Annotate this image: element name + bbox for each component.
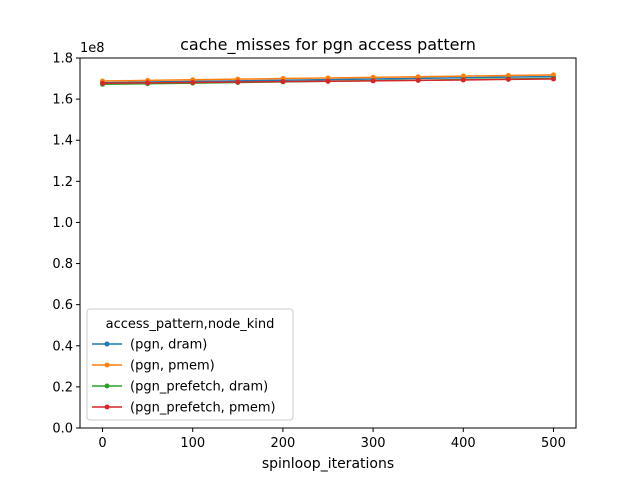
- y-tick-label: 1.6: [52, 93, 73, 108]
- x-tick-label: 200: [270, 436, 295, 451]
- y-tick-label: 1.4: [52, 134, 73, 149]
- y-scale-label: 1e8: [80, 41, 105, 56]
- legend-marker: [104, 341, 110, 347]
- data-point: [415, 77, 421, 83]
- y-tick-label: 1.0: [52, 216, 73, 231]
- legend-label: (pgn_prefetch, dram): [130, 380, 268, 395]
- legend-entry: (pgn_prefetch, pmem): [92, 401, 276, 416]
- chart-title: cache_misses for pgn access pattern: [180, 35, 476, 55]
- legend-marker: [104, 404, 110, 410]
- x-tick-label: 100: [180, 436, 205, 451]
- data-point: [550, 72, 556, 78]
- series-3: [100, 76, 556, 86]
- plot-frame: [79, 57, 577, 429]
- data-point: [100, 80, 106, 86]
- legend: access_pattern,node_kind (pgn, dram) (pgn…: [86, 308, 294, 421]
- legend-marker: [104, 362, 110, 368]
- legend-entry: (pgn, pmem): [92, 359, 215, 374]
- data-point: [460, 73, 466, 79]
- data-point: [145, 80, 151, 86]
- data-point: [505, 76, 511, 82]
- legend-label: (pgn, dram): [130, 338, 207, 353]
- data-point: [325, 78, 331, 84]
- x-tick-label: 400: [451, 436, 476, 451]
- data-point: [370, 78, 376, 84]
- data-point: [505, 72, 511, 78]
- y-tick-label: 0.0: [52, 422, 73, 437]
- data-point: [190, 79, 196, 85]
- legend-label: (pgn, pmem): [130, 359, 215, 374]
- data-point: [460, 77, 466, 83]
- legend-label: (pgn_prefetch, pmem): [130, 401, 276, 416]
- y-tick-label: 0.4: [52, 339, 73, 354]
- y-tick-label: 0.6: [52, 298, 73, 313]
- y-tick-label: 0.8: [52, 257, 73, 272]
- y-tick-label: 1.8: [52, 52, 73, 67]
- data-point: [415, 74, 421, 80]
- legend-title: access_pattern,node_kind: [106, 317, 275, 332]
- y-tick-label: 1.2: [52, 175, 73, 190]
- plot-area: 0.0 0.2 0.4 0.6 0.8 1.0 1.2 1.4 1.6 1.8 0 100 200 300…: [52, 52, 566, 452]
- x-tick-label: 300: [361, 436, 386, 451]
- x-axis-label: spinloop_iterations: [262, 456, 394, 472]
- data-point: [280, 79, 286, 85]
- y-tick-label: 0.2: [52, 380, 73, 395]
- x-tick-label: 0: [98, 436, 106, 451]
- x-tick-label: 500: [541, 436, 566, 451]
- legend-entry: (pgn_prefetch, dram): [92, 380, 268, 395]
- legend-box: [86, 308, 294, 421]
- data-point: [550, 76, 556, 82]
- legend-marker: [104, 383, 110, 389]
- data-point: [235, 79, 241, 85]
- legend-entry: (pgn, dram): [92, 338, 207, 353]
